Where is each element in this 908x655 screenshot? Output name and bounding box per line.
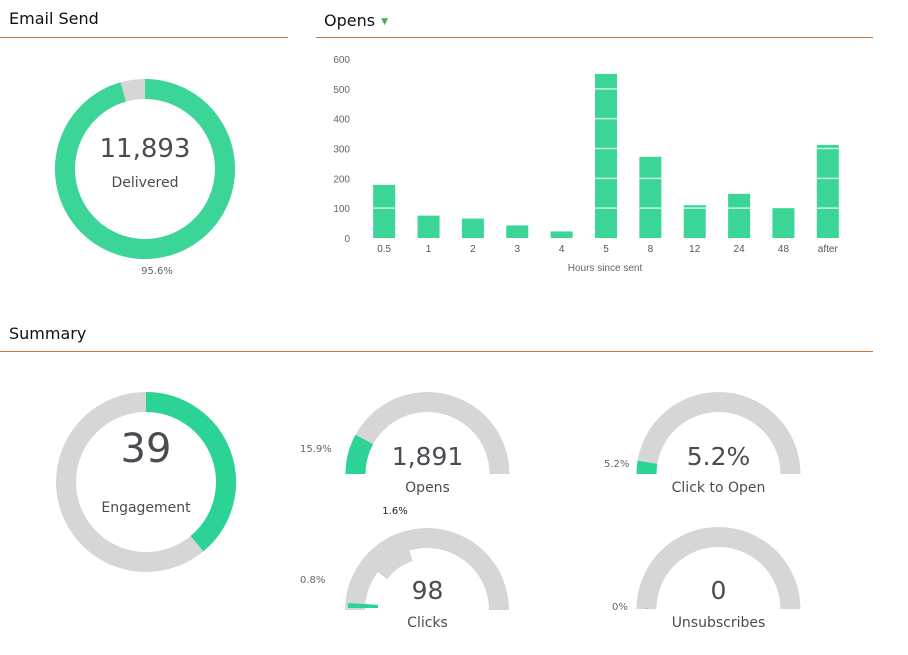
unsubscribes-value: 0	[710, 576, 727, 605]
y-tick-label: 400	[333, 115, 350, 126]
opens-title-label: Opens	[324, 11, 376, 30]
y-tick-label: 100	[333, 204, 350, 215]
opens-gauge	[345, 392, 510, 474]
summary-divider	[0, 351, 873, 352]
bar-12[interactable]	[683, 205, 706, 238]
unsubscribes-percent: 0%	[612, 602, 628, 613]
opens-gauge-fill	[345, 434, 374, 474]
email-send-divider	[0, 37, 288, 38]
unsubscribes-gauge-track	[636, 527, 801, 609]
email-send-title: Email Send	[9, 9, 99, 28]
x-tick-label: 0.5	[377, 244, 391, 255]
bar-0.5[interactable]	[373, 184, 396, 238]
y-tick-label: 200	[333, 174, 350, 185]
opens-label: Opens	[405, 480, 450, 496]
click-to-open-value: 5.2%	[686, 442, 751, 471]
summary-title: Summary	[9, 324, 87, 343]
caret-down-icon[interactable]: ▼	[381, 17, 388, 27]
x-axis-label: Hours since sent	[568, 263, 643, 274]
y-tick-label: 500	[333, 85, 350, 96]
bar-4[interactable]	[550, 231, 573, 238]
engagement-donut-arc	[145, 392, 236, 552]
clicks-gauge	[345, 528, 509, 610]
opens-value: 1,891	[391, 442, 464, 471]
bar-2[interactable]	[461, 218, 484, 238]
opens-divider	[316, 37, 873, 38]
click-to-open-label: Click to Open	[671, 480, 766, 496]
delivered-label: Delivered	[111, 175, 179, 191]
opens-percent: 15.9%	[300, 444, 332, 455]
delivered-donut	[55, 79, 235, 259]
clicks-percent: 0.8%	[300, 575, 326, 586]
unsubscribes-gauge	[636, 527, 801, 609]
engagement-donut	[56, 392, 236, 572]
delivered-value: 11,893	[99, 134, 191, 164]
bar-1[interactable]	[417, 215, 440, 238]
delivered-donut-arc	[55, 79, 235, 259]
delivered-percent: 95.6%	[141, 266, 173, 277]
engagement-label: Engagement	[101, 500, 191, 516]
x-tick-label: 12	[689, 244, 701, 255]
y-tick-label: 300	[333, 145, 350, 156]
x-tick-label: after	[818, 244, 839, 255]
click-to-open-gauge	[636, 392, 801, 474]
bar-3[interactable]	[506, 225, 529, 238]
y-tick-label: 0	[344, 234, 350, 245]
clicks-gauge-track	[345, 528, 509, 610]
bar-24[interactable]	[728, 193, 751, 238]
bar-8[interactable]	[639, 156, 662, 238]
x-tick-label: 1	[426, 244, 432, 255]
bar-5[interactable]	[595, 73, 617, 239]
click-to-open-gauge-fill	[636, 460, 658, 474]
bar-48[interactable]	[772, 208, 795, 238]
opens-title[interactable]: Opens ▼	[324, 11, 388, 30]
x-tick-label: 24	[734, 244, 746, 255]
clicks-gauge-secondary	[363, 532, 414, 580]
clicks-value: 98	[411, 576, 444, 605]
click-to-open-gauge-track	[636, 392, 801, 474]
clicks-secondary-percent: 1.6%	[382, 506, 408, 517]
click-to-open-percent: 5.2%	[604, 459, 630, 470]
x-tick-label: 48	[778, 244, 790, 255]
bar-after[interactable]	[816, 144, 839, 238]
x-tick-label: 4	[559, 244, 565, 255]
x-tick-label: 5	[603, 244, 609, 255]
x-tick-label: 2	[470, 244, 476, 255]
clicks-label: Clicks	[407, 615, 448, 631]
unsubscribes-label: Unsubscribes	[671, 615, 766, 631]
y-tick-label: 600	[333, 55, 350, 66]
engagement-value: 39	[120, 426, 172, 472]
x-tick-label: 8	[648, 244, 654, 255]
x-tick-label: 3	[514, 244, 520, 255]
